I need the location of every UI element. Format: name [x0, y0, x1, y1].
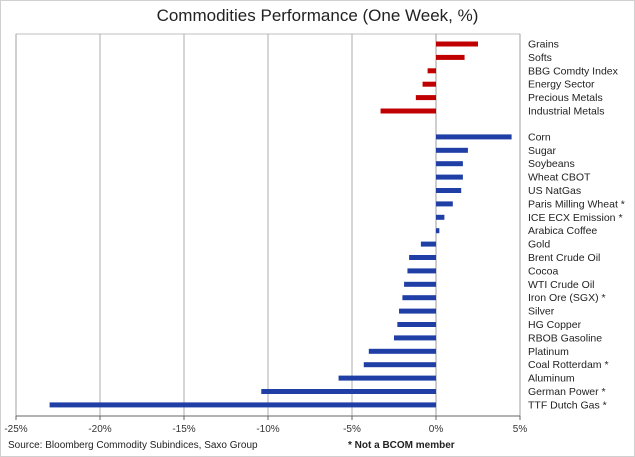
bar-iron-ore-sgx: [402, 295, 436, 301]
category-label: BBG Comdty Index: [528, 65, 619, 77]
bar-industrial-metals: [380, 108, 436, 114]
bar-sugar: [436, 147, 468, 153]
x-tick-label: 0%: [429, 424, 444, 435]
bar-energy-sector: [422, 81, 436, 87]
bar-cocoa: [407, 268, 436, 274]
category-label: Wheat CBOT: [528, 172, 591, 184]
x-tick-label: -10%: [256, 424, 279, 435]
bar-brent-crude-oil: [409, 255, 436, 260]
category-label: Soybeans: [528, 158, 575, 170]
bar-silver: [399, 308, 436, 314]
category-label: Silver: [528, 306, 555, 318]
category-label: Industrial Metals: [528, 106, 604, 118]
x-tick-label: -25%: [4, 424, 27, 435]
chart-title: Commodities Performance (One Week, %): [156, 6, 479, 25]
bar-us-natgas: [436, 188, 462, 193]
category-label: German Power *: [528, 386, 606, 398]
category-label: Grains: [528, 39, 559, 51]
category-label: Iron Ore (SGX) *: [528, 292, 606, 304]
category-label: Paris Milling Wheat *: [528, 198, 625, 210]
grid-lines: [15, 33, 521, 417]
bar-bbg-comdty-index: [427, 68, 436, 74]
x-tick-label: -20%: [88, 424, 111, 435]
bar-corn: [436, 134, 512, 140]
bar-aluminum: [338, 375, 436, 381]
bar-paris-milling-wheat: [436, 201, 453, 207]
category-label: Gold: [528, 239, 550, 251]
x-axis: -25% -20% -15% -10% -5% 0% 5%: [4, 415, 528, 435]
member-note: * Not a BCOM member: [348, 440, 455, 451]
bar-arabica-coffee: [436, 228, 440, 234]
bar-wti-crude-oil: [404, 281, 436, 287]
bar-precious-metals: [415, 95, 436, 101]
category-label: Corn: [528, 131, 551, 143]
category-label: RBOB Gasoline: [528, 332, 602, 344]
bars: [49, 41, 512, 408]
source-note: Source: Bloomberg Commodity Subindices, …: [8, 440, 258, 451]
bar-german-power: [261, 389, 436, 394]
bar-soybeans: [436, 161, 463, 167]
category-label: HG Copper: [528, 319, 582, 331]
bar-hg-copper: [397, 322, 436, 327]
bar-ice-ecx-emission: [436, 214, 445, 220]
category-label: Energy Sector: [528, 79, 595, 91]
category-label: Aluminum: [528, 373, 575, 385]
category-label: Coal Rotterdam *: [528, 359, 609, 371]
x-tick-label: 5%: [513, 424, 528, 435]
bar-platinum: [368, 348, 436, 354]
category-label: ICE ECX Emission *: [528, 212, 623, 224]
bar-coal-rotterdam: [363, 362, 436, 368]
category-label: Sugar: [528, 145, 557, 157]
category-label: Cocoa: [528, 265, 559, 277]
category-label: WTI Crude Oil: [528, 279, 595, 291]
category-label: Brent Crude Oil: [528, 252, 600, 264]
category-label: Arabica Coffee: [528, 225, 597, 237]
category-label: Platinum: [528, 346, 569, 358]
category-label: US NatGas: [528, 185, 581, 197]
category-label: TTF Dutch Gas *: [528, 399, 607, 411]
bar-ttf-dutch-gas: [49, 402, 436, 408]
x-tick-label: -15%: [172, 424, 195, 435]
category-label: Softs: [528, 52, 552, 64]
x-tick-label: -5%: [343, 424, 361, 435]
bar-gold: [420, 241, 436, 247]
bar-rbob-gasoline: [394, 335, 436, 341]
bar-grains: [436, 41, 478, 47]
bar-softs: [436, 54, 465, 60]
category-label: Precious Metals: [528, 92, 603, 104]
bar-wheat-cbot: [436, 174, 463, 180]
